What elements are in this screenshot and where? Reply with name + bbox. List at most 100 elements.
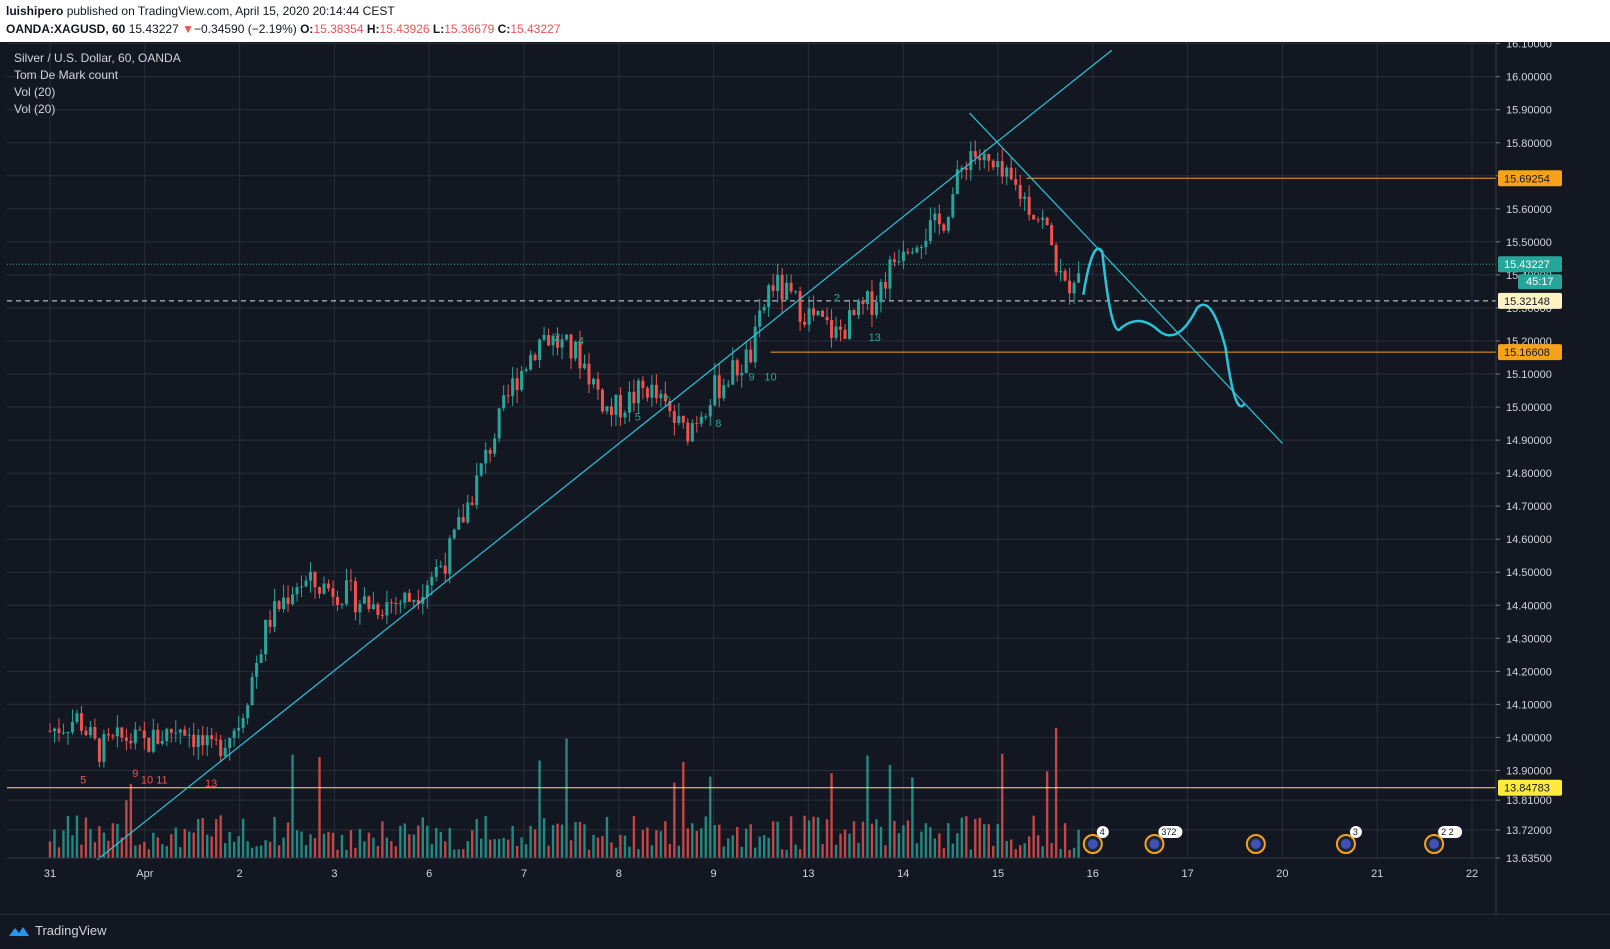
candle-body <box>650 384 654 398</box>
volume-bar <box>848 833 851 858</box>
brand-name: TradingView <box>35 923 107 938</box>
volume-bar <box>125 800 128 858</box>
drawings[interactable] <box>97 49 1283 861</box>
candle-body <box>443 565 447 574</box>
volume-bar <box>956 833 959 858</box>
volume-bar <box>403 823 407 858</box>
volume-bar <box>1036 835 1040 858</box>
price-tag-label-support: 15.16608 <box>1504 347 1550 359</box>
volume-bar <box>241 818 245 858</box>
volume-bar <box>655 830 658 858</box>
volume-bar <box>596 837 600 858</box>
candle-body <box>672 411 676 423</box>
price-axis[interactable]: 16.1000016.0000015.9000015.8000015.70000… <box>1495 42 1562 914</box>
volume-bar <box>861 821 865 858</box>
volume-bar <box>57 847 61 858</box>
chart-area[interactable]: 5 9 10 11 13 2 4 5 7 8 9 10 2 13 4 372 3 2 2 16.10000 16… <box>0 42 1610 914</box>
time-axis[interactable]: 31 Apr 2 3 6 7 8 9 13 14 15 16 17 20 21 22 <box>7 857 1496 880</box>
candle-body <box>277 601 281 610</box>
price-tag-current <box>1498 256 1562 273</box>
brand[interactable]: TradingView <box>8 923 107 938</box>
high-label: H: <box>366 22 380 36</box>
event-count-label: 3 <box>1353 827 1358 837</box>
volume-bar <box>583 824 586 858</box>
legend-indicator-td[interactable]: Tom De Mark count <box>14 68 119 82</box>
volume-bar <box>911 777 914 858</box>
volume-bar <box>417 825 420 858</box>
y-tick-label: 15.50000 <box>1506 237 1552 249</box>
candle-body <box>219 739 223 757</box>
volume-bar <box>161 844 164 858</box>
candle-body <box>794 291 798 293</box>
volume-bar <box>246 841 249 858</box>
candle-body <box>1050 225 1054 246</box>
candle-body <box>578 341 582 369</box>
candle-body <box>115 727 119 737</box>
candle-body <box>250 676 254 706</box>
candle-body <box>237 727 241 731</box>
grid-lines <box>7 42 1496 859</box>
volume-bar <box>718 824 721 858</box>
author-name[interactable]: luishipero <box>6 4 64 18</box>
volume-bar <box>462 849 465 858</box>
volume-bar <box>354 847 357 858</box>
symbol-label: OANDA:XAGUSD, 60 <box>6 22 126 36</box>
volume-bar <box>879 826 883 858</box>
descending-trendline[interactable] <box>969 112 1283 444</box>
price-tag-label-current: 15.43227 <box>1504 259 1550 271</box>
legend-indicator-vol[interactable]: Vol (20) <box>14 85 56 99</box>
x-tick-label: 16 <box>1087 868 1099 880</box>
candle-body <box>1045 217 1049 226</box>
candle-body <box>758 310 762 327</box>
volume-bar <box>394 846 398 858</box>
candle-body <box>259 654 263 663</box>
x-tick-label: 7 <box>521 868 527 880</box>
open-label: O: <box>300 22 314 36</box>
volume-bar <box>111 823 115 858</box>
volume-bar <box>897 833 901 858</box>
volume-bar <box>709 776 712 858</box>
volume-bar <box>700 828 703 858</box>
candle-body <box>75 713 79 723</box>
y-tick-label: 15.10000 <box>1506 369 1552 381</box>
volume-bar <box>524 844 528 858</box>
volume-bar <box>1001 753 1004 858</box>
candle-body <box>888 259 892 289</box>
candle-body <box>874 302 878 315</box>
candle-body <box>304 580 308 587</box>
volume-bar <box>327 831 330 858</box>
forecast-path[interactable] <box>1082 247 1246 408</box>
volume-bar <box>852 821 856 858</box>
volume-bar <box>632 816 636 858</box>
y-tick-label: 13.90000 <box>1506 765 1552 777</box>
candle-body <box>371 604 375 609</box>
y-tick-label: 14.60000 <box>1506 534 1552 546</box>
volume-bar <box>974 818 977 858</box>
volume-bar <box>992 845 995 858</box>
volume-bar <box>1032 815 1035 858</box>
candle-body <box>681 415 685 423</box>
volume-bar <box>471 830 474 858</box>
candle-body <box>785 282 789 300</box>
close-label: C: <box>497 22 511 36</box>
event-badges[interactable]: 4 372 3 2 2 <box>1082 826 1463 854</box>
volume-bar <box>336 849 339 858</box>
legend-indicator-vol-2[interactable]: Vol (20) <box>14 102 56 116</box>
volume-bar <box>888 764 892 858</box>
volume-bar <box>920 831 923 858</box>
low-label: L: <box>432 22 445 36</box>
candle-body <box>1005 167 1009 177</box>
candle-body <box>744 349 748 373</box>
ascending-trendline[interactable] <box>97 49 1113 861</box>
candle-body <box>201 735 205 746</box>
candle-body <box>892 259 896 263</box>
volume-bar <box>565 738 568 858</box>
price-tag-label-resistance: 15.69254 <box>1504 173 1550 185</box>
candle-body <box>1000 161 1004 177</box>
candle-body <box>632 391 636 404</box>
candle-body <box>142 730 146 738</box>
candle-body <box>61 732 65 734</box>
down-arrow-icon: ▼ <box>182 22 194 36</box>
volume-bar <box>560 824 564 858</box>
